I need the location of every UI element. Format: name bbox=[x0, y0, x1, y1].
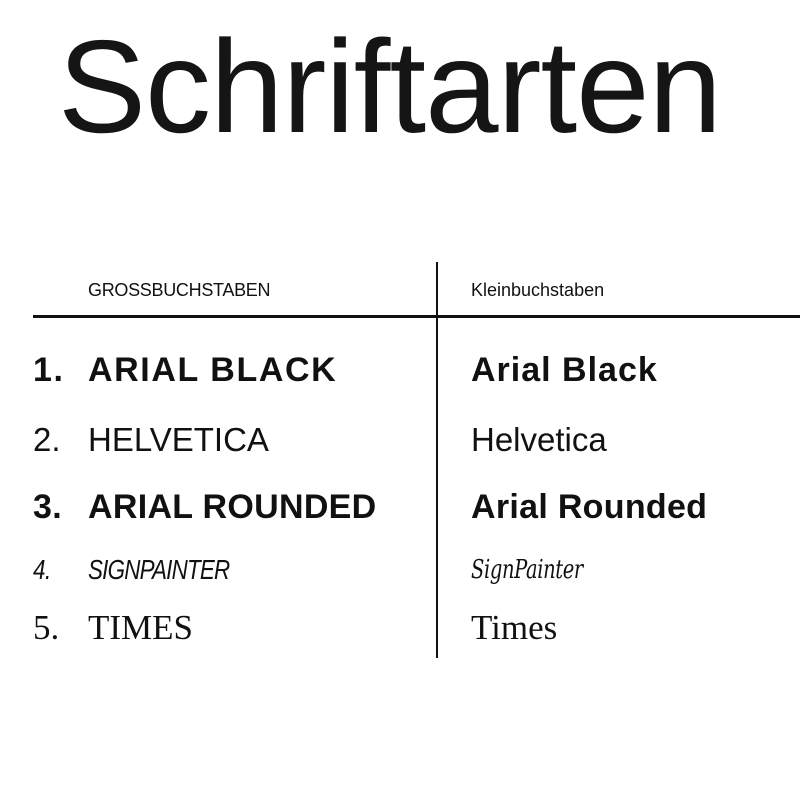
row-number: 1. bbox=[33, 351, 65, 389]
font-name-upper: HELVETICA bbox=[88, 421, 269, 458]
column-divider bbox=[436, 262, 438, 658]
header-divider bbox=[33, 315, 800, 318]
font-name-upper: ARIAL ROUNDED bbox=[88, 488, 377, 526]
font-name-lower: SignPainter bbox=[471, 555, 583, 585]
font-name-lower: Arial Rounded bbox=[471, 488, 708, 526]
row-number: 5. bbox=[33, 608, 60, 647]
row-number: 3. bbox=[33, 488, 62, 526]
row-number: 4. bbox=[33, 554, 51, 585]
font-name-lower: Arial Black bbox=[471, 351, 658, 389]
header-uppercase: GROSSBUCHSTABEN bbox=[88, 280, 271, 300]
row-number: 2. bbox=[33, 421, 61, 458]
font-name-upper: TIMES bbox=[88, 608, 193, 647]
font-name-upper: ARIAL BLACK bbox=[88, 351, 338, 389]
font-name-upper: SIGNPAINTER bbox=[88, 554, 230, 585]
page-title: Schriftarten bbox=[58, 13, 722, 160]
font-name-lower: Times bbox=[471, 608, 558, 647]
header-lowercase: Kleinbuchstaben bbox=[471, 280, 605, 300]
font-name-lower: Helvetica bbox=[471, 421, 607, 458]
